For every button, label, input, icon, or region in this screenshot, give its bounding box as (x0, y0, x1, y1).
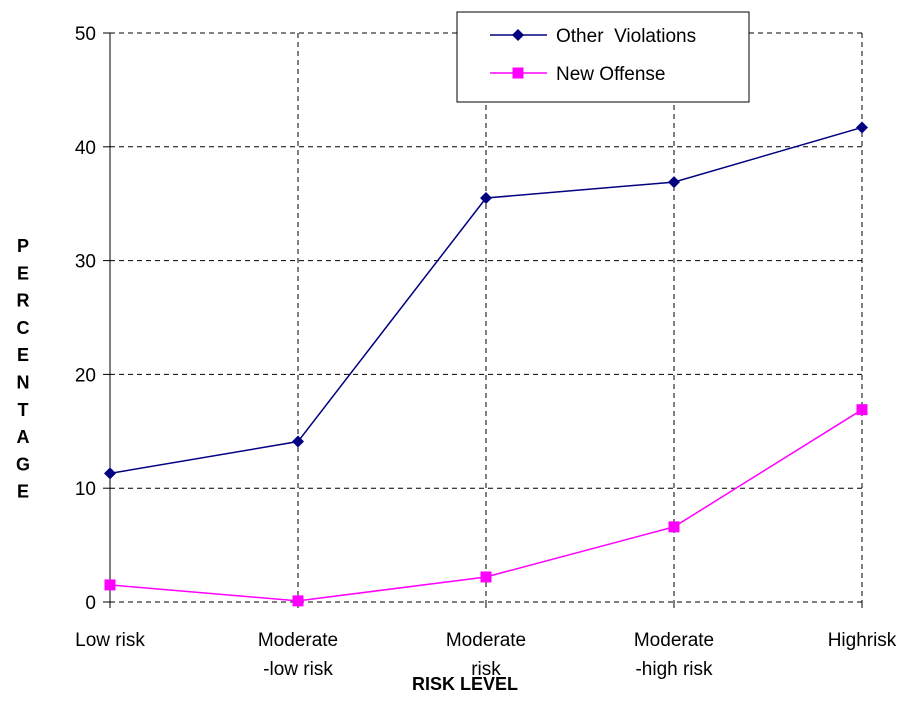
data-series (104, 121, 868, 607)
y-axis-title-letter: G (16, 454, 30, 474)
x-tick-label: Moderate -low risk (258, 630, 338, 680)
y-tick-label: 20 (75, 365, 96, 386)
data-point (104, 467, 116, 480)
x-tick-label: Moderate -high risk (634, 630, 714, 680)
data-point (480, 571, 492, 583)
y-axis-title-letter: A (17, 427, 30, 447)
x-tick-label: Low risk (75, 630, 145, 651)
data-point (856, 404, 868, 416)
gridlines (109, 32, 863, 603)
series-0 (104, 121, 868, 480)
y-tick-label: 50 (75, 24, 96, 45)
data-point (292, 595, 304, 607)
y-tick-label: 30 (75, 252, 96, 273)
y-axis-title-letter: R (17, 291, 30, 311)
y-axis-title-letter: N (17, 373, 30, 393)
legend-marker (512, 29, 524, 41)
data-point (480, 192, 492, 205)
data-point (668, 521, 680, 533)
y-axis-title-letter: E (17, 263, 29, 283)
legend-label: New Offense (556, 64, 665, 85)
y-tick-label: 10 (75, 479, 96, 500)
legend: Other Violations New Offense (456, 11, 750, 103)
x-tick-label: Highrisk (828, 630, 897, 651)
x-category-labels: Low risk Moderate -low risk Moderate risk Mod… (75, 630, 897, 680)
y-tick-label: 40 (75, 138, 96, 159)
x-axis-title: RISK LEVEL (412, 674, 518, 694)
data-point (668, 176, 680, 189)
y-axis-title-letter: E (17, 345, 29, 365)
y-tick-label: 0 (85, 593, 96, 614)
data-point (856, 121, 868, 134)
y-axis-title-letter: P (17, 236, 29, 256)
data-point (292, 435, 304, 448)
legend-marker (512, 67, 524, 79)
axes (103, 32, 863, 608)
data-point (104, 579, 116, 591)
y-axis-title-letter: C (17, 318, 30, 338)
y-axis-title-letter: T (18, 400, 29, 420)
legend-label: Other Violations (556, 26, 696, 47)
x-tick-label: Moderate risk (446, 630, 526, 680)
series-1 (104, 404, 868, 607)
legend-box (456, 11, 750, 103)
y-tick-labels: 0 10 20 30 40 50 (75, 24, 96, 614)
y-axis-title-letter: E (17, 482, 29, 502)
